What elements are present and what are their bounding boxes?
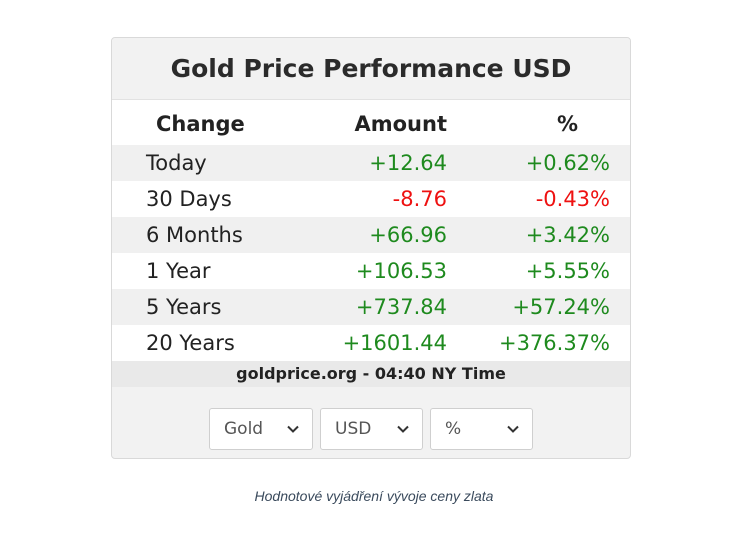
- image-caption: Hodnotové vyjádření vývoje ceny zlata: [254, 488, 494, 504]
- amount-value: +66.96: [369, 223, 447, 247]
- table-header-row: Change Amount %: [112, 100, 630, 145]
- metal-select[interactable]: Gold: [209, 408, 313, 450]
- unit-select-value: %: [445, 419, 462, 439]
- percent-value: +376.37%: [498, 331, 610, 355]
- period-label: 6 Months: [146, 223, 243, 247]
- percent-value: +57.24%: [512, 295, 610, 319]
- source-timestamp: goldprice.org - 04:40 NY Time: [112, 361, 630, 387]
- amount-value: +1601.44: [342, 331, 447, 355]
- amount-value: -8.76: [392, 187, 447, 211]
- gold-performance-widget: Gold Price Performance USD Change Amount…: [111, 37, 631, 459]
- chevron-down-icon: [397, 425, 409, 433]
- amount-value: +12.64: [369, 151, 447, 175]
- period-label: Today: [146, 151, 207, 175]
- table-row: 6 Months +66.96 +3.42%: [112, 217, 630, 253]
- period-label: 30 Days: [146, 187, 232, 211]
- table-row: 20 Years +1601.44 +376.37%: [112, 325, 630, 361]
- table-row: 30 Days -8.76 -0.43%: [112, 181, 630, 217]
- column-header-percent: %: [556, 112, 578, 136]
- percent-value: +0.62%: [525, 151, 610, 175]
- performance-table: Change Amount % Today +12.64 +0.62% 30 D…: [112, 100, 630, 361]
- percent-value: +5.55%: [525, 259, 610, 283]
- metal-select-value: Gold: [224, 419, 264, 439]
- currency-select[interactable]: USD: [320, 408, 423, 450]
- amount-value: +737.84: [355, 295, 447, 319]
- period-label: 20 Years: [146, 331, 235, 355]
- currency-select-value: USD: [335, 419, 372, 439]
- unit-select[interactable]: %: [430, 408, 533, 450]
- period-label: 5 Years: [146, 295, 222, 319]
- chevron-down-icon: [507, 425, 519, 433]
- chevron-down-icon: [287, 425, 299, 433]
- percent-value: +3.42%: [525, 223, 610, 247]
- column-header-amount: Amount: [354, 112, 447, 136]
- percent-value: -0.43%: [535, 187, 610, 211]
- period-label: 1 Year: [146, 259, 211, 283]
- column-header-change: Change: [156, 112, 245, 136]
- table-row: 1 Year +106.53 +5.55%: [112, 253, 630, 289]
- widget-title: Gold Price Performance USD: [112, 38, 630, 100]
- table-row: 5 Years +737.84 +57.24%: [112, 289, 630, 325]
- amount-value: +106.53: [355, 259, 447, 283]
- table-row: Today +12.64 +0.62%: [112, 145, 630, 181]
- selector-bar: Gold USD %: [112, 408, 630, 450]
